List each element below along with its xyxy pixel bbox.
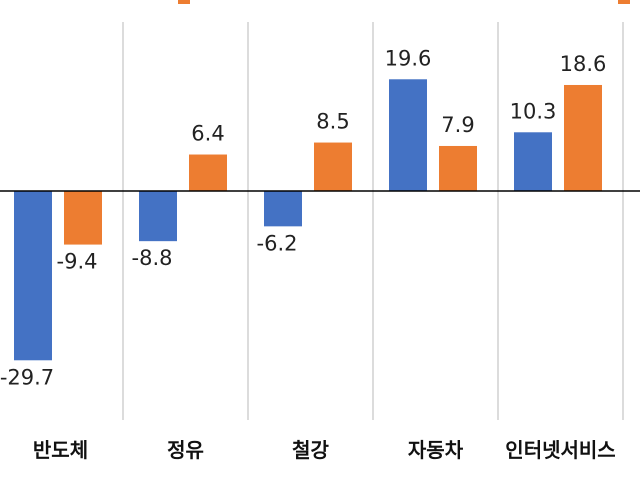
category-label: 인터넷서비스 [505, 438, 615, 462]
bar-series1-인터넷서비스 [514, 132, 552, 191]
bar-series1-정유 [139, 191, 177, 242]
value-label: -9.4 [57, 250, 98, 274]
bar-series2-정유 [189, 154, 227, 191]
legend [178, 0, 630, 4]
value-label: 8.5 [316, 110, 349, 134]
value-labels: -29.7 -8.8 -6.2 19.6 10.3 -9.4 6.4 8.5 7.9 18.6 [0, 46, 606, 389]
value-label: -8.8 [132, 246, 173, 270]
bar-series2-인터넷서비스 [564, 84, 602, 191]
value-label: 19.6 [385, 46, 432, 70]
bar-series2-자동차 [439, 145, 477, 191]
legend-swatch-series2-right [618, 0, 630, 4]
bar-series1-반도체 [14, 191, 52, 361]
bar-series1-철강 [264, 191, 302, 227]
category-label: 철강 [292, 438, 329, 462]
value-label: 6.4 [191, 122, 224, 146]
value-label: 7.9 [441, 113, 474, 137]
bar-series2-철강 [314, 142, 352, 191]
value-label: 18.6 [560, 52, 607, 76]
category-label: 반도체 [33, 438, 88, 462]
category-gridlines [122, 22, 624, 420]
bar-series1-자동차 [389, 79, 427, 191]
value-label: 10.3 [510, 99, 557, 123]
legend-swatch-series2 [178, 0, 190, 4]
category-label: 정유 [167, 438, 204, 462]
bar-series2-반도체 [64, 191, 102, 245]
value-label: -29.7 [0, 365, 54, 389]
bars [14, 79, 602, 361]
category-labels: 반도체 정유 철강 자동차 인터넷서비스 [33, 438, 616, 462]
category-label: 자동차 [408, 438, 464, 462]
value-label: -6.2 [257, 231, 298, 255]
